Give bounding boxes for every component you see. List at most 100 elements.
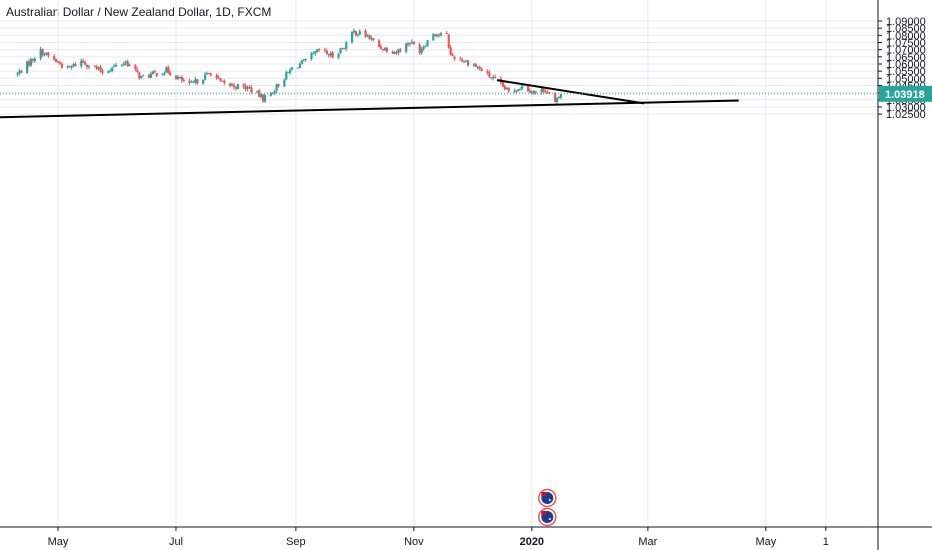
x-tick-label: 2020 [520,536,544,548]
candle-body [397,49,400,53]
candle-body [140,75,143,78]
candle-body [256,91,259,93]
candle-body [29,59,33,66]
candle-body [178,77,182,79]
candle-body [383,47,387,50]
candle-body [232,84,236,88]
candle-body [31,58,35,61]
candle-body [420,49,423,53]
candle-body [215,74,218,79]
x-tick-label: May [755,536,776,548]
candle-body [174,75,178,80]
candle-body [304,59,307,61]
candle-body [459,58,462,60]
candle-body [453,56,456,59]
candle-body [180,76,183,81]
candle-body [513,90,516,92]
candle-body [385,47,388,52]
candle-body [329,52,332,56]
candle-body [331,52,334,58]
candle-body [41,49,44,56]
candle-body [45,52,48,55]
candle-body [445,33,448,35]
candle-body [327,54,330,56]
candle-body [203,74,207,80]
candle-body [345,42,348,49]
y-tick-label: 1.05500 [886,66,926,78]
candle-body [337,54,340,58]
candle-body [60,63,64,68]
candle-body [393,51,396,54]
trendline-support [0,99,739,119]
candle-body [318,49,321,51]
candle-body [128,65,131,67]
y-tick-label: 1.07000 [886,45,926,57]
candle-body [555,97,559,103]
candle-body [501,82,505,87]
candle-body [325,50,329,54]
candle-body [519,89,522,91]
candle-body [296,67,300,69]
candle-body [354,31,358,36]
candle-body [66,66,69,68]
candle-body [84,62,87,65]
candle-body [312,52,315,54]
candle-body [188,80,191,83]
candle-body [432,34,435,41]
candle-body [142,75,145,77]
candle-body [97,67,100,69]
x-tick-label: Nov [404,536,424,548]
candle-body [176,77,180,79]
candle-body [72,64,75,67]
candle-body [494,76,497,78]
candle-body [343,48,346,50]
candle-body [138,72,141,79]
candle-body [424,46,427,48]
candle-body [113,65,116,67]
candle-body [209,73,212,76]
x-tick-label: Jul [169,536,183,548]
candle-body [80,60,83,67]
candle-body [434,34,437,36]
candle-body [58,62,62,65]
candle-body [207,72,211,74]
candle-body [39,48,42,59]
candle-body [101,71,104,73]
candle-body [412,41,416,45]
candle-body [221,80,224,82]
candle-body [300,60,303,65]
candle-body [223,81,226,83]
candlestick-series [16,28,563,104]
candle-body [370,38,373,40]
y-tick-label: 1.09000 [886,16,926,28]
candle-body [149,73,153,78]
candle-body [358,31,361,35]
candle-body [542,88,545,92]
candle-body [169,72,172,76]
candle-body [410,41,414,44]
candle-body [134,65,137,70]
candle-body [298,63,301,69]
candle-body [503,86,506,90]
candle-body [515,90,518,92]
candle-body [109,70,112,72]
x-tick-label: Sep [286,536,306,548]
candle-body [467,60,470,66]
candle-body [163,72,166,75]
candle-body [194,79,197,83]
candle-body [151,71,154,75]
candle-body [341,48,344,50]
candle-body [258,90,261,97]
candle-body [302,59,305,61]
candle-body [33,58,36,62]
candle-body [55,59,58,62]
candle-body [356,34,359,36]
candle-body [463,61,466,63]
candle-body [379,46,383,49]
candle-body [480,68,483,71]
candle-body [285,72,288,80]
candle-body [196,79,199,84]
candle-body [70,66,73,68]
candle-body [244,86,247,90]
